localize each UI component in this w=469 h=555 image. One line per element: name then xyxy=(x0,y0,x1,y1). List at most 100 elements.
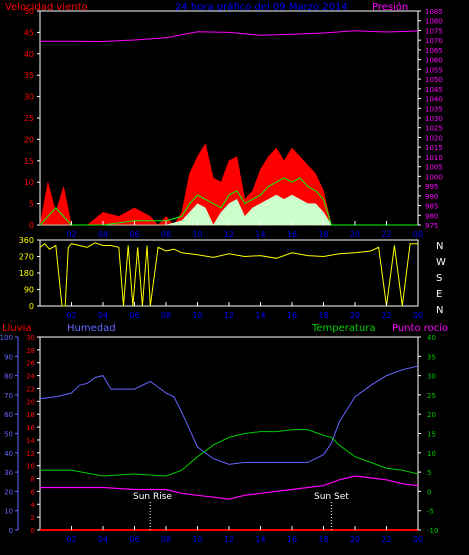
rain-title: Lluvia xyxy=(2,323,32,334)
dir-x-tick-label-18: 18 xyxy=(318,311,328,320)
pressure-line xyxy=(40,30,419,43)
pressure-y-tick-label-1065: 1065 xyxy=(425,47,443,55)
humidity-y-tick-label-80: 80 xyxy=(4,373,13,381)
climate-x-tick-label-22: 22 xyxy=(381,535,391,544)
wind-min-area xyxy=(40,194,418,226)
rain-y-tick-label-26: 26 xyxy=(26,360,35,368)
compass-e: E xyxy=(436,289,442,300)
temp-y-tick-label-20: 20 xyxy=(427,411,436,419)
rain-y-tick-label-24: 24 xyxy=(26,373,35,381)
dir-x-tick-label-08: 08 xyxy=(161,311,171,320)
compass-w: W xyxy=(436,257,446,268)
compass-n-top: N xyxy=(436,241,443,252)
direction-panel-frame xyxy=(39,239,419,307)
sun-rise-label: Sun Rise xyxy=(133,492,172,502)
rain-y-tick-label-22: 22 xyxy=(26,385,35,393)
humidity-y-tick-label-60: 60 xyxy=(4,411,13,419)
humidity-y-tick-label-20: 20 xyxy=(4,488,13,496)
wind-speed-title: Velocidad viento xyxy=(5,2,88,13)
pressure-y-tick-label-1015: 1015 xyxy=(425,144,443,152)
dir-x-tick-label-22: 22 xyxy=(381,311,391,320)
humidity-y-tick-label-70: 70 xyxy=(4,392,13,400)
wind-y-tick-label-35: 35 xyxy=(24,71,34,80)
rain-y-tick-label-10: 10 xyxy=(26,463,35,471)
rain-y-tick-label-30: 30 xyxy=(26,334,35,342)
dir-x-tick-label-02: 02 xyxy=(66,311,76,320)
climate-x-tick-label-02: 02 xyxy=(66,535,76,544)
compass-n-bottom: N xyxy=(436,305,443,316)
wind-x-tick-label-20: 20 xyxy=(350,230,360,239)
rain-y-tick-label-14: 14 xyxy=(26,437,35,445)
wind-y-tick-label-0: 0 xyxy=(29,221,34,230)
sun-set-label: Sun Set xyxy=(314,492,349,502)
dir-y-tick-label-270: 270 xyxy=(19,253,34,262)
pressure-y-tick-label-1000: 1000 xyxy=(425,173,443,181)
dir-x-tick-label-06: 06 xyxy=(129,311,139,320)
humidity-y-tick-label-30: 30 xyxy=(4,469,13,477)
temp-y-tick-label--5: -5 xyxy=(427,508,434,516)
temp-y-tick-label--10: -10 xyxy=(427,527,438,535)
pressure-y-tick-label-1085: 1085 xyxy=(425,8,443,16)
pressure-y-tick-label-1005: 1005 xyxy=(425,164,443,172)
temp-y-tick-label-5: 5 xyxy=(427,469,431,477)
wind-x-tick-label-16: 16 xyxy=(287,230,297,239)
humidity-y-tick-label-10: 10 xyxy=(4,508,13,516)
chart-title: 24 hora gráfico del 09 Marzo 2014 xyxy=(175,1,348,13)
climate-panel-frame xyxy=(39,336,419,531)
wind-y-tick-label-30: 30 xyxy=(24,93,34,102)
dir-y-tick-label-180: 180 xyxy=(19,269,34,278)
wind-average-line xyxy=(39,177,418,226)
temperature-title: Temperatura xyxy=(311,323,376,334)
humidity-y-tick-label-90: 90 xyxy=(4,353,13,361)
wind-y-tick-label-25: 25 xyxy=(24,114,34,123)
pressure-y-tick-label-990: 990 xyxy=(425,193,438,201)
wind-y-tick-label-45: 45 xyxy=(24,28,34,37)
pressure-y-tick-label-1075: 1075 xyxy=(425,27,443,35)
humidity-y-tick-label-0: 0 xyxy=(9,527,13,535)
humidity-y-tick-label-50: 50 xyxy=(4,431,13,439)
temp-y-tick-label-0: 0 xyxy=(427,488,431,496)
humidity-line xyxy=(39,365,419,465)
dir-x-tick-label-20: 20 xyxy=(350,311,360,320)
humidity-title: Humedad xyxy=(67,323,116,334)
dir-y-tick-label-90: 90 xyxy=(24,286,34,295)
pressure-y-tick-label-1080: 1080 xyxy=(425,18,443,26)
wind-x-tick-label-00: 00 xyxy=(413,230,423,239)
pressure-y-tick-label-1030: 1030 xyxy=(425,115,443,123)
pressure-y-tick-label-1045: 1045 xyxy=(425,86,443,94)
wind-y-tick-label-50: 50 xyxy=(24,7,34,16)
wind-y-tick-label-5: 5 xyxy=(29,200,34,209)
pressure-title: Presión xyxy=(372,1,408,13)
climate-x-tick-label-06: 06 xyxy=(129,535,139,544)
dewpoint-title: Punto rocío xyxy=(392,322,448,334)
wind-x-tick-label-14: 14 xyxy=(255,230,265,239)
pressure-y-tick-label-995: 995 xyxy=(425,183,438,191)
rain-y-tick-label-4: 4 xyxy=(31,501,36,509)
pressure-y-tick-label-1010: 1010 xyxy=(425,154,443,162)
temp-y-tick-label-15: 15 xyxy=(427,431,436,439)
wind-x-tick-label-18: 18 xyxy=(318,230,328,239)
pressure-y-tick-label-1040: 1040 xyxy=(425,96,443,104)
rain-y-tick-label-0: 0 xyxy=(31,527,35,535)
dir-x-tick-label-12: 12 xyxy=(224,311,234,320)
wind-x-tick-label-22: 22 xyxy=(381,230,391,239)
rain-y-tick-label-18: 18 xyxy=(26,411,35,419)
wind-x-tick-label-06: 06 xyxy=(129,230,139,239)
pressure-y-tick-label-1035: 1035 xyxy=(425,105,443,113)
climate-x-tick-label-12: 12 xyxy=(224,535,234,544)
dir-y-tick-label-360: 360 xyxy=(19,236,34,245)
humidity-y-tick-label-40: 40 xyxy=(4,450,13,458)
wind-y-tick-label-20: 20 xyxy=(24,135,34,144)
temp-y-tick-label-10: 10 xyxy=(427,450,436,458)
pressure-y-tick-label-1070: 1070 xyxy=(425,37,443,45)
climate-x-tick-label-14: 14 xyxy=(255,535,265,544)
rain-y-tick-label-28: 28 xyxy=(26,347,35,355)
climate-x-tick-label-10: 10 xyxy=(192,535,202,544)
humidity-y-tick-label-100: 100 xyxy=(0,334,13,342)
rain-y-tick-label-8: 8 xyxy=(31,476,35,484)
climate-x-tick-label-20: 20 xyxy=(350,535,360,544)
dir-x-tick-label-14: 14 xyxy=(255,311,265,320)
temp-y-tick-label-40: 40 xyxy=(427,334,436,342)
wind-y-tick-label-10: 10 xyxy=(24,178,34,187)
dir-x-tick-label-10: 10 xyxy=(192,311,202,320)
